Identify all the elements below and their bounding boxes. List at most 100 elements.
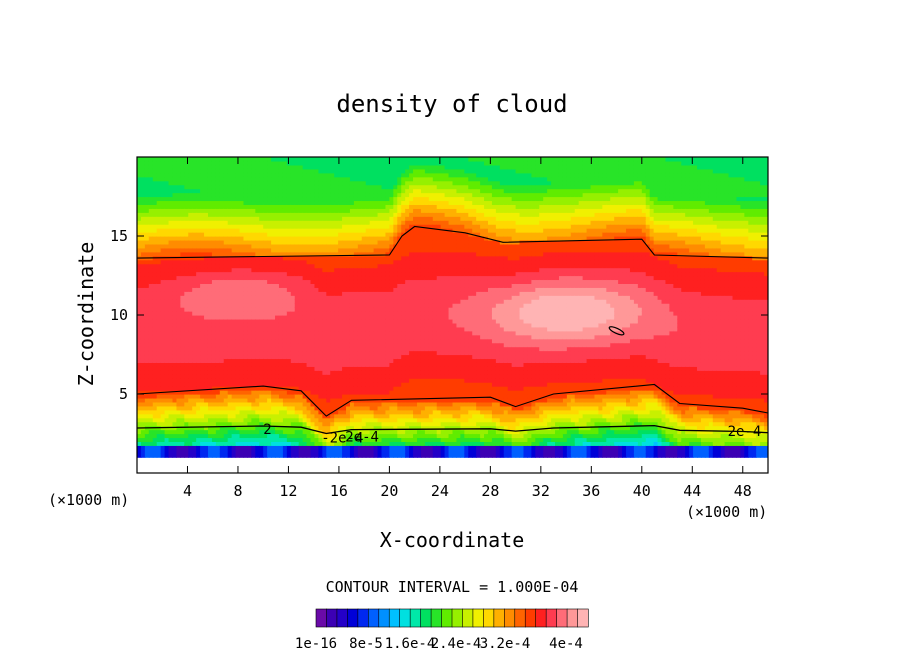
contour-plot-area xyxy=(137,157,768,458)
contour-cell xyxy=(322,251,327,257)
contour-cell xyxy=(306,390,312,395)
contour-cell xyxy=(338,382,343,387)
contour-cell xyxy=(160,232,166,237)
contour-cell xyxy=(290,390,296,395)
contour-cell xyxy=(342,279,347,284)
contour-cell xyxy=(215,330,221,336)
contour-cell xyxy=(168,354,174,360)
contour-cell xyxy=(298,315,304,320)
contour-cell xyxy=(219,283,225,288)
contour-cell xyxy=(361,449,367,454)
contour-cell xyxy=(271,358,276,363)
contour-cell xyxy=(140,370,146,375)
contour-cell xyxy=(357,390,363,395)
contour-cell xyxy=(243,413,249,419)
contour-cell xyxy=(334,243,339,249)
contour-cell xyxy=(227,421,233,427)
contour-cell xyxy=(148,437,154,442)
contour-cell xyxy=(137,216,142,221)
contour-cell xyxy=(259,160,264,166)
contour-cell xyxy=(140,180,146,186)
contour-cell xyxy=(267,362,272,367)
contour-cell xyxy=(247,172,252,178)
contour-cell xyxy=(306,204,312,209)
contour-cell xyxy=(278,441,284,446)
contour-cell xyxy=(231,318,237,324)
contour-cell xyxy=(215,188,221,194)
contour-cell xyxy=(314,445,320,450)
contour-cell xyxy=(326,291,331,296)
contour-cell xyxy=(342,330,347,336)
contour-cell xyxy=(381,338,387,344)
contour-cell xyxy=(168,386,174,391)
contour-cell xyxy=(215,299,221,304)
contour-cell xyxy=(298,358,304,363)
contour-cell xyxy=(219,307,225,312)
contour-cell xyxy=(239,366,245,371)
contour-cell xyxy=(342,346,347,352)
contour-cell xyxy=(148,318,154,324)
contour-cell xyxy=(318,378,323,383)
contour-cell xyxy=(353,401,359,407)
contour-cell xyxy=(219,425,225,431)
contour-cell xyxy=(373,164,379,170)
contour-cell xyxy=(346,378,351,383)
contour-cell xyxy=(310,322,316,328)
contour-cell xyxy=(251,212,256,217)
contour-cell xyxy=(231,311,237,316)
contour-cell xyxy=(365,445,371,450)
contour-cell xyxy=(326,164,331,170)
contour-cell xyxy=(207,390,213,395)
contour-cell xyxy=(239,370,245,375)
contour-cell xyxy=(381,437,387,442)
contour-cell xyxy=(180,429,185,435)
contour-cell xyxy=(278,232,284,237)
contour-cell xyxy=(294,322,300,328)
contour-cell xyxy=(369,342,375,348)
contour-cell xyxy=(255,200,260,205)
contour-cell xyxy=(326,330,331,336)
contour-cell xyxy=(278,208,284,213)
contour-cell xyxy=(215,287,221,292)
contour-cell xyxy=(239,295,245,300)
contour-cell xyxy=(330,287,335,292)
contour-cell xyxy=(322,303,327,308)
contour-cell xyxy=(357,275,363,281)
contour-cell xyxy=(282,366,288,371)
contour-cell xyxy=(275,322,280,328)
contour-cell xyxy=(144,263,150,269)
contour-cell xyxy=(172,200,178,205)
contour-cell xyxy=(365,433,371,439)
contour-cell xyxy=(156,212,162,217)
contour-cell xyxy=(282,188,288,194)
contour-cell xyxy=(152,417,158,423)
contour-cell xyxy=(235,275,241,281)
contour-cell xyxy=(357,208,363,213)
contour-cell xyxy=(389,279,394,284)
contour-cell xyxy=(184,271,189,277)
contour-cell xyxy=(196,287,201,292)
contour-cell xyxy=(353,291,359,296)
contour-cell xyxy=(152,315,158,320)
contour-cell xyxy=(219,441,225,446)
contour-cell xyxy=(231,164,237,170)
contour-cell xyxy=(231,236,237,241)
contour-cell xyxy=(353,232,359,237)
contour-cell xyxy=(156,160,162,166)
contour-cell xyxy=(282,326,288,332)
contour-cell xyxy=(168,200,174,205)
contour-cell xyxy=(330,303,335,308)
contour-cell xyxy=(322,216,327,221)
contour-cell xyxy=(334,441,339,446)
contour-cell xyxy=(152,216,158,221)
contour-cell xyxy=(326,287,331,292)
contour-cell xyxy=(369,366,375,371)
contour-cell xyxy=(160,188,166,194)
contour-cell xyxy=(263,311,268,316)
contour-cell xyxy=(267,421,272,427)
contour-cell xyxy=(176,401,181,407)
contour-cell xyxy=(227,303,233,308)
contour-cell xyxy=(322,394,327,399)
contour-cell xyxy=(255,283,260,288)
contour-cell xyxy=(385,354,390,360)
